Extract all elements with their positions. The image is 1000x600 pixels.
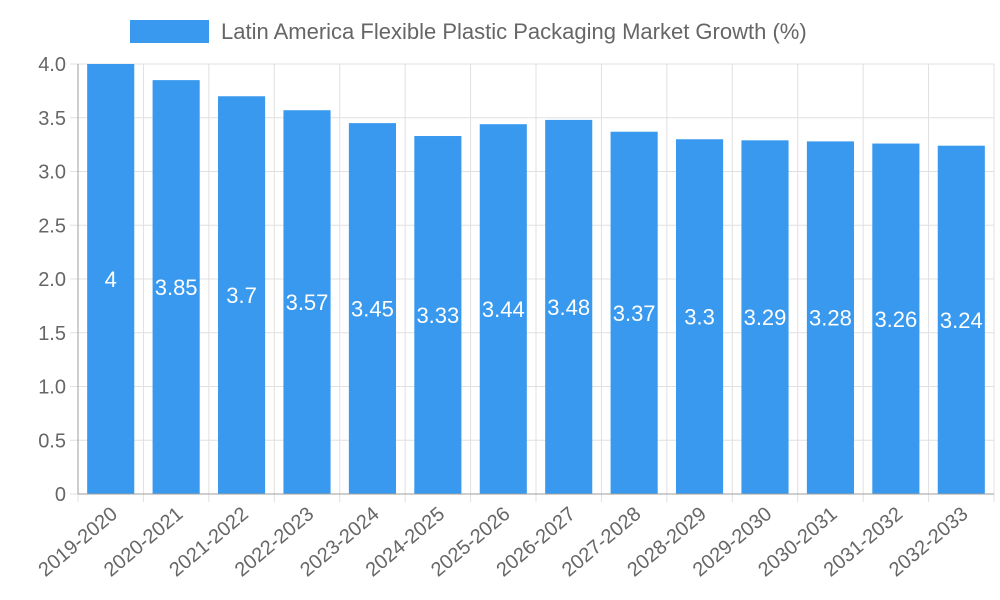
y-tick-label: 3.5: [38, 108, 66, 130]
bar[interactable]: [218, 96, 266, 494]
bars: 4 3.85 3.7 3.57 3.45 3.33 3.44 3.48 3.37 3.3 3.29 3…: [87, 64, 985, 495]
bar-value-label: 3.7: [226, 283, 257, 308]
bar-value-label: 3.44: [482, 297, 525, 322]
y-tick-label: 2.0: [38, 269, 66, 291]
bar-value-label: 3.37: [613, 301, 656, 326]
bar-value-label: 3.28: [809, 306, 852, 331]
y-tick-label: 1.5: [38, 323, 66, 345]
y-tick-label: 0: [55, 484, 66, 506]
bar-value-label: 4: [105, 267, 117, 292]
bar[interactable]: [283, 110, 331, 494]
bar-value-label: 3.3: [684, 305, 715, 330]
bar-value-label: 3.33: [416, 303, 459, 328]
bar[interactable]: [872, 143, 920, 495]
bar-value-label: 3.29: [744, 305, 787, 330]
bar-value-label: 3.45: [351, 297, 394, 322]
bar[interactable]: [806, 141, 854, 494]
y-tick-label: 3.0: [38, 162, 66, 184]
legend-swatch: [130, 20, 209, 43]
bar[interactable]: [676, 139, 724, 494]
bar-value-label: 3.26: [874, 307, 917, 332]
bar-value-label: 3.57: [286, 290, 329, 315]
bar[interactable]: [545, 119, 593, 495]
x-axis: 2019-20202020-20212021-20222022-20232023…: [35, 493, 994, 581]
bar[interactable]: [414, 136, 462, 494]
y-tick-label: 4.0: [38, 54, 66, 76]
bar[interactable]: [610, 131, 658, 494]
bar[interactable]: [348, 123, 396, 494]
bar[interactable]: [937, 145, 985, 494]
y-tick-label: 2.5: [38, 215, 66, 237]
y-tick-label: 1.0: [38, 377, 66, 399]
bar[interactable]: [152, 80, 200, 494]
bar[interactable]: [741, 140, 789, 494]
bar-value-label: 3.85: [155, 275, 198, 300]
legend-label: Latin America Flexible Plastic Packaging…: [221, 19, 807, 44]
bar[interactable]: [87, 64, 135, 494]
y-axis: 0 0.5 1.0 1.5 2.0 2.5 3.0 3.5 4.0: [38, 54, 79, 506]
bar[interactable]: [479, 124, 527, 494]
gridlines: [70, 63, 995, 502]
bar-value-label: 3.48: [547, 295, 590, 320]
legend[interactable]: Latin America Flexible Plastic Packaging…: [130, 19, 807, 44]
y-tick-label: 0.5: [38, 430, 66, 452]
bar-value-label: 3.24: [940, 308, 983, 333]
